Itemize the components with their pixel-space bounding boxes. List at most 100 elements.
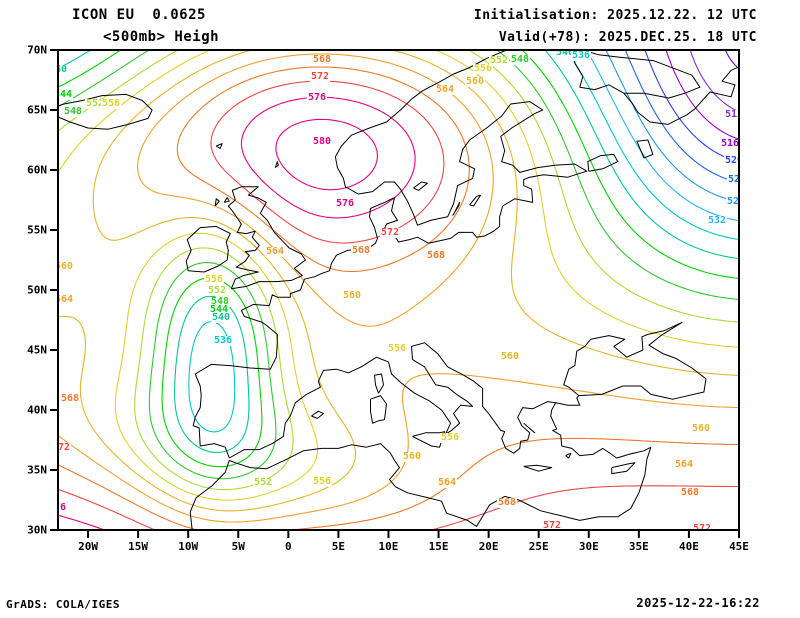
contour-line-572 [59, 80, 738, 529]
coastline-layer [59, 51, 738, 529]
coastline [274, 161, 279, 168]
contour-line-540 [59, 51, 738, 454]
contour-label: 544 [208, 304, 230, 315]
coastline [374, 373, 384, 394]
contour-label: 564 [673, 459, 695, 470]
coastline [469, 194, 482, 207]
contour-label: 548 [209, 296, 231, 307]
contour-layer [59, 51, 738, 529]
contour-label: 516 [719, 139, 738, 149]
contour-label-layer: 568 572 576 580 576 572 568 568 564 560 556 556 552 5… [59, 51, 738, 529]
contour-label: 560 [690, 423, 712, 434]
field-title: <500mb> Heigh [103, 29, 220, 45]
coastline [59, 93, 153, 130]
contour-label: 528 [725, 197, 738, 207]
contour-label: 564 [264, 246, 286, 257]
coastline [636, 139, 654, 159]
coastline [185, 225, 231, 273]
coastline [550, 395, 652, 459]
contour-line-580 [275, 118, 379, 191]
lat-tick-label: 55N [27, 223, 47, 237]
contour-label: 572 [691, 524, 713, 529]
coastline [563, 321, 707, 400]
lon-tick-label: 10W [178, 540, 199, 553]
contour-line-568 [59, 66, 738, 529]
lon-tick-label: 40E [678, 540, 699, 553]
lat-tick-label: 45N [27, 343, 47, 357]
contour-label: 552 [206, 285, 228, 296]
contour-label: 560 [464, 76, 486, 87]
contour-label: 572 [379, 227, 401, 238]
contour-label: 540 [59, 65, 69, 75]
lon-tick-label: 25E [528, 540, 549, 553]
coastline [412, 431, 446, 448]
contour-label: 576 [59, 503, 68, 513]
contour-label: 556 [472, 63, 494, 74]
coastline [229, 443, 652, 527]
contour-label: 580 [311, 136, 333, 147]
contour-label: 568 [679, 487, 701, 498]
coastline [452, 201, 461, 216]
lon-tick-label: 15E [428, 540, 449, 553]
contour-line-508 [725, 51, 738, 69]
contour-label: 544 [59, 90, 74, 100]
coastline [311, 410, 324, 419]
coastline [587, 153, 619, 172]
model-title: ICON EU 0.0625 [72, 7, 206, 23]
lon-tick-label: 10E [378, 540, 399, 553]
coastline [227, 186, 306, 290]
contour-label: 552 [488, 55, 510, 66]
contour-label: 556 [386, 343, 408, 354]
creation-timestamp: 2025-12-22-16:22 [636, 596, 760, 610]
contour-label: 564 [434, 84, 456, 95]
contour-label: 568 [425, 250, 447, 261]
lon-tick-label: 45E [729, 540, 749, 553]
contour-label: 568 [496, 497, 518, 508]
contour-label: 548 [62, 106, 84, 117]
contour-line-560 [59, 51, 738, 512]
coastline [214, 198, 220, 207]
lon-tick-label: 20E [478, 540, 499, 553]
contour-line-576 [59, 96, 416, 529]
coastline [523, 464, 553, 472]
lon-tick-label: 20W [78, 540, 98, 553]
lat-tick-label: 35N [27, 463, 47, 477]
lat-tick-label: 65N [27, 103, 47, 117]
lon-tick-label: 30E [578, 540, 599, 553]
contour-label: 568 [350, 245, 372, 256]
contour-label: 552 [84, 98, 106, 109]
contour-label: 556 [439, 432, 461, 443]
contour-line-516 [665, 51, 738, 140]
contour-label: 560 [59, 262, 75, 272]
contour-label: 572 [59, 443, 72, 453]
contour-label: 524 [726, 175, 738, 185]
contour-line-552 [59, 51, 738, 491]
contour-label: 564 [59, 295, 75, 305]
contour-label: 548 [509, 54, 531, 65]
contour-label: 552 [252, 477, 274, 488]
coastline [565, 452, 572, 459]
coastline [370, 395, 387, 424]
coastline [215, 143, 223, 149]
contour-line-564 [59, 53, 738, 523]
contour-label: 572 [541, 520, 563, 529]
axis-ticks [50, 49, 740, 538]
lat-tick-label: 50N [27, 283, 47, 297]
valid-time: Valid(+78): 2025.DEC.25. 18 UTC [498, 30, 757, 45]
coastline [413, 181, 428, 191]
contour-label: 564 [436, 477, 458, 488]
coastline [523, 422, 536, 434]
contour-label: 540 [210, 312, 232, 323]
contour-label: 556 [100, 98, 122, 109]
contour-label: 560 [401, 451, 423, 462]
contour-label: 556 [311, 476, 333, 487]
coastline [192, 51, 588, 459]
lat-tick-label: 30N [27, 523, 47, 537]
lon-tick-label: 35E [628, 540, 649, 553]
lat-tick-label: 70N [27, 43, 47, 57]
lon-tick-label: 15W [128, 540, 149, 553]
contour-label: 576 [306, 92, 328, 103]
contour-label: 512 [723, 110, 738, 120]
